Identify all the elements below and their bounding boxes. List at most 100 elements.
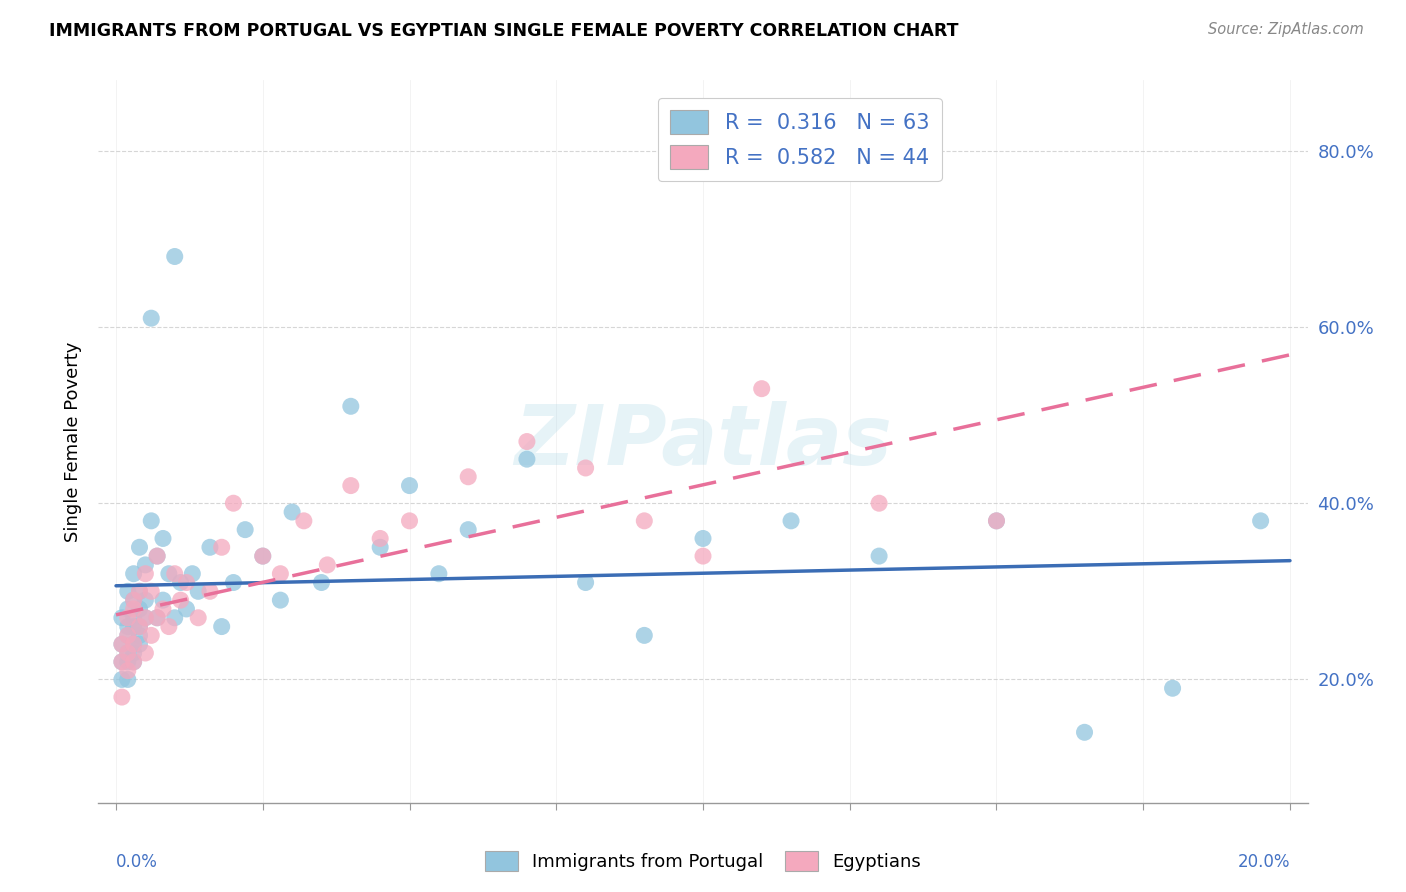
Point	[157, 619, 180, 633]
Point	[340, 478, 363, 492]
Y-axis label: Single Female Poverty: Single Female Poverty	[63, 342, 82, 541]
Point	[222, 496, 245, 510]
Point	[1073, 725, 1095, 739]
Point	[111, 655, 134, 669]
Point	[233, 523, 256, 537]
Point	[986, 514, 1008, 528]
Point	[134, 558, 156, 572]
Point	[122, 637, 145, 651]
Point	[692, 549, 714, 563]
Point	[111, 637, 134, 651]
Point	[868, 549, 890, 563]
Point	[128, 619, 150, 633]
Point	[368, 541, 391, 555]
Text: 0.0%: 0.0%	[117, 854, 157, 871]
Point	[134, 646, 156, 660]
Text: ZIPatlas: ZIPatlas	[515, 401, 891, 482]
Point	[575, 575, 598, 590]
Point	[122, 602, 145, 616]
Point	[516, 434, 538, 449]
Point	[211, 619, 233, 633]
Point	[163, 566, 186, 581]
Point	[211, 541, 233, 555]
Point	[692, 532, 714, 546]
Point	[128, 628, 150, 642]
Point	[141, 584, 163, 599]
Point	[457, 470, 479, 484]
Point	[117, 628, 139, 642]
Point	[122, 619, 145, 633]
Point	[128, 602, 150, 616]
Point	[368, 532, 391, 546]
Point	[269, 566, 291, 581]
Point	[122, 637, 145, 651]
Point	[316, 558, 339, 572]
Point	[117, 655, 139, 669]
Point	[152, 602, 174, 616]
Point	[111, 655, 134, 669]
Point	[117, 673, 139, 687]
Point	[111, 690, 134, 704]
Point	[152, 593, 174, 607]
Point	[633, 628, 655, 642]
Point	[117, 602, 139, 616]
Point	[117, 646, 139, 660]
Point	[868, 496, 890, 510]
Point	[163, 611, 186, 625]
Point	[176, 602, 198, 616]
Point	[281, 505, 304, 519]
Point	[398, 478, 420, 492]
Point	[134, 566, 156, 581]
Point	[111, 637, 134, 651]
Point	[134, 611, 156, 625]
Point	[311, 575, 333, 590]
Point	[427, 566, 450, 581]
Point	[122, 611, 145, 625]
Point	[122, 593, 145, 607]
Point	[176, 575, 198, 590]
Point	[181, 566, 204, 581]
Point	[122, 646, 145, 660]
Point	[252, 549, 274, 563]
Point	[252, 549, 274, 563]
Point	[128, 619, 150, 633]
Point	[516, 452, 538, 467]
Point	[340, 399, 363, 413]
Text: 20.0%: 20.0%	[1237, 854, 1289, 871]
Point	[398, 514, 420, 528]
Point	[187, 584, 209, 599]
Point	[169, 575, 191, 590]
Point	[269, 593, 291, 607]
Point	[633, 514, 655, 528]
Point	[128, 584, 150, 599]
Point	[292, 514, 315, 528]
Point	[122, 655, 145, 669]
Point	[198, 541, 221, 555]
Text: Source: ZipAtlas.com: Source: ZipAtlas.com	[1208, 22, 1364, 37]
Point	[117, 628, 139, 642]
Point	[457, 523, 479, 537]
Point	[117, 584, 139, 599]
Text: IMMIGRANTS FROM PORTUGAL VS EGYPTIAN SINGLE FEMALE POVERTY CORRELATION CHART: IMMIGRANTS FROM PORTUGAL VS EGYPTIAN SIN…	[49, 22, 959, 40]
Point	[146, 611, 169, 625]
Point	[163, 250, 186, 264]
Point	[575, 461, 598, 475]
Point	[1250, 514, 1272, 528]
Point	[134, 611, 156, 625]
Point	[141, 514, 163, 528]
Point	[128, 637, 150, 651]
Point	[986, 514, 1008, 528]
Point	[128, 584, 150, 599]
Point	[141, 628, 163, 642]
Point	[117, 611, 139, 625]
Point	[146, 549, 169, 563]
Point	[751, 382, 773, 396]
Point	[117, 664, 139, 678]
Point	[111, 611, 134, 625]
Point	[146, 611, 169, 625]
Point	[198, 584, 221, 599]
Point	[111, 673, 134, 687]
Point	[157, 566, 180, 581]
Point	[222, 575, 245, 590]
Point	[780, 514, 803, 528]
